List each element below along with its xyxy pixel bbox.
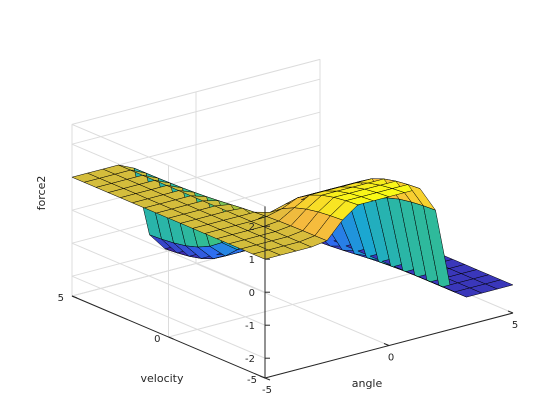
z-tick-label: -2 [245, 354, 255, 365]
angle-tick-label: 0 [388, 353, 394, 364]
z-axis-label: force2 [35, 176, 48, 211]
velocity-tick-mark [264, 377, 271, 381]
grid-line-velocity [168, 271, 417, 338]
grid-line-force [71, 144, 321, 211]
y-axis-label: velocity [141, 372, 184, 385]
velocity-tick-mark [71, 295, 78, 299]
velocity-tick-label: 0 [154, 334, 160, 345]
surface-patch [485, 279, 514, 290]
angle-tick-label: 5 [512, 320, 518, 331]
grid-line-force [71, 242, 266, 326]
z-tick-label: 2 [249, 222, 255, 233]
angle-tick-mark [383, 343, 390, 346]
grid-line-force [71, 209, 266, 293]
velocity-tick-mark [168, 336, 174, 340]
angle-tick-mark [259, 375, 266, 379]
x-axis-label: angle [352, 377, 383, 390]
z-tick-label: -1 [245, 321, 255, 332]
angle-tick-mark [507, 310, 514, 314]
surface-mesh [71, 164, 514, 298]
grid-line-force [71, 275, 266, 359]
velocity-tick-label: -5 [247, 375, 257, 386]
grid-line-force [71, 78, 321, 145]
z-tick-label: 1 [249, 255, 255, 266]
z-tick-label: 0 [249, 288, 255, 299]
angle-tick-label: -5 [262, 385, 272, 396]
axes-frame: -2 -1 0 1 2 -5 0 5 -5 0 5 [58, 206, 518, 396]
velocity-tick-label: 5 [58, 293, 64, 304]
